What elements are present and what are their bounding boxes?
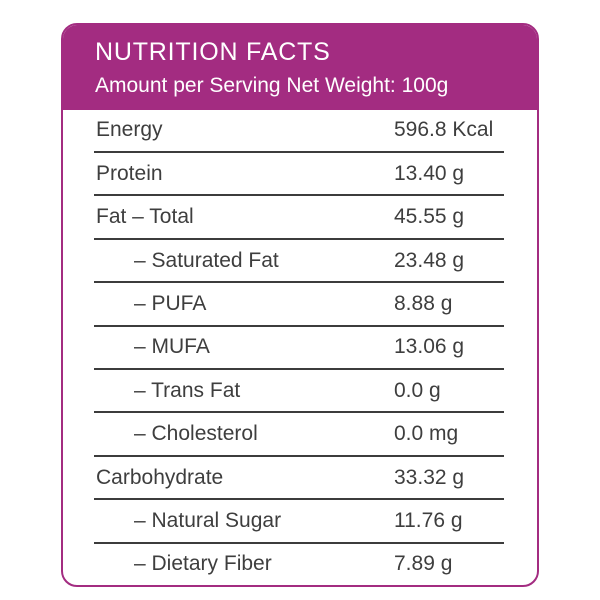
table-row: Energy 596.8 Kcal [94,110,504,154]
serving-info: Amount per Serving Net Weight: 100g [95,73,449,97]
table-row: Carbohydrate 33.32 g [94,457,504,501]
table-row: – Trans Fat 0.0 g [94,370,504,414]
nutrient-label: Fat – Total [96,205,194,229]
nutrient-value: 13.40 g [394,161,465,185]
nutrient-value: 596.8 Kcal [394,118,494,142]
nutrient-label: Energy [96,118,163,142]
nutrient-label: – Trans Fat [134,378,241,402]
nutrition-table: Energy 596.8 Kcal Protein 13.40 g Fat – Tota… [63,110,537,585]
nutrient-value: 13.06 g [394,335,465,359]
nutrient-value: 45.55 g [394,205,465,229]
table-row: – Cholesterol 0.0 mg [94,413,504,457]
nutrient-value: 0.0 g [394,378,441,402]
nutrient-value: 11.76 g [394,508,463,532]
table-row: Protein 13.40 g [94,153,504,197]
nutrient-value: 33.32 g [394,465,465,489]
table-row: – Natural Sugar 11.76 g [94,500,504,544]
nutrient-value: 0.0 mg [394,422,459,446]
table-row: – Dietary Fiber 7.89 g [94,544,504,585]
nutrient-label: – Dietary Fiber [134,552,272,576]
nutrient-label: – Natural Sugar [134,508,282,532]
table-row: – MUFA 13.06 g [94,327,504,371]
card-header: NUTRITION FACTS Amount per Serving Net W… [63,25,537,110]
nutrient-value: 7.89 g [394,552,453,576]
nutrient-value: 8.88 g [394,291,453,315]
table-row: – Saturated Fat 23.48 g [94,240,504,284]
nutrient-label: – PUFA [134,291,207,315]
nutrient-label: Protein [96,161,163,185]
card-title: NUTRITION FACTS [95,38,331,66]
nutrient-label: – Saturated Fat [134,248,279,272]
nutrient-label: Carbohydrate [96,465,224,489]
table-row: Fat – Total 45.55 g [94,196,504,240]
nutrient-label: – MUFA [134,335,210,359]
nutrition-facts-card: NUTRITION FACTS Amount per Serving Net W… [61,23,539,587]
nutrient-label: – Cholesterol [134,422,258,446]
table-row: – PUFA 8.88 g [94,283,504,327]
nutrient-value: 23.48 g [394,248,465,272]
